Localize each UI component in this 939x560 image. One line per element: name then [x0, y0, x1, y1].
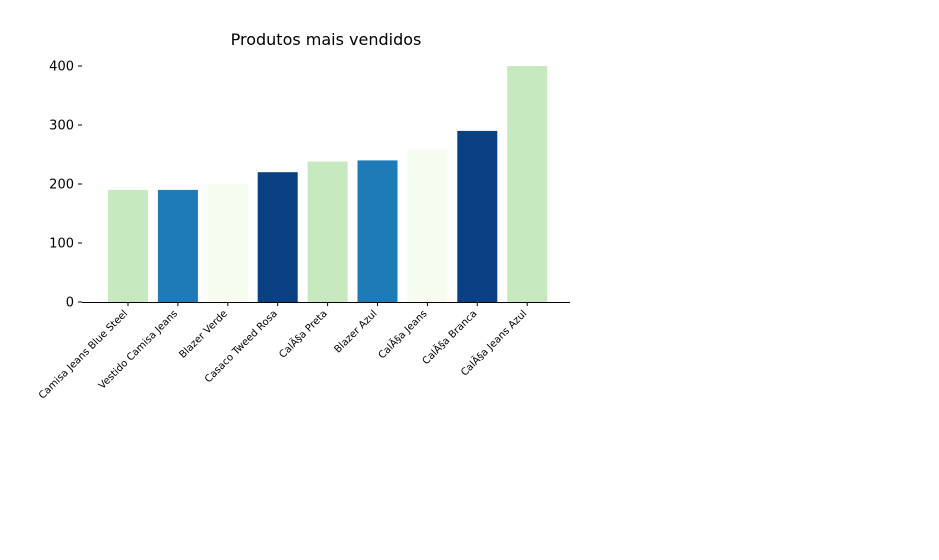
bar — [357, 160, 398, 302]
bar — [108, 189, 148, 302]
y-tick-label: 300 — [49, 119, 74, 134]
bar — [257, 172, 298, 302]
x-tick-label: Blazer Verde — [178, 308, 230, 360]
bar — [307, 161, 348, 302]
bar — [507, 66, 548, 302]
chart-title: Produtos mais vendidos — [230, 30, 422, 49]
y-tick-label: 400 — [49, 60, 74, 75]
y-tick-label: 100 — [49, 237, 74, 252]
y-axis: 0 100 200 300 400 — [49, 60, 82, 311]
bar — [207, 184, 248, 302]
bar — [407, 149, 448, 302]
bar — [457, 130, 498, 302]
bar — [157, 189, 198, 302]
x-tick-label: Blazer Azul — [332, 308, 379, 355]
x-tick-label: CalÃ§a Preta — [276, 307, 330, 361]
y-tick-label: 200 — [49, 178, 74, 193]
x-tick-label: Camisa Jeans Blue Steel — [37, 308, 130, 401]
y-tick-label: 0 — [66, 296, 74, 311]
bars-layer — [108, 66, 548, 302]
x-tick-label: CalÃ§a Jeans — [375, 307, 429, 361]
